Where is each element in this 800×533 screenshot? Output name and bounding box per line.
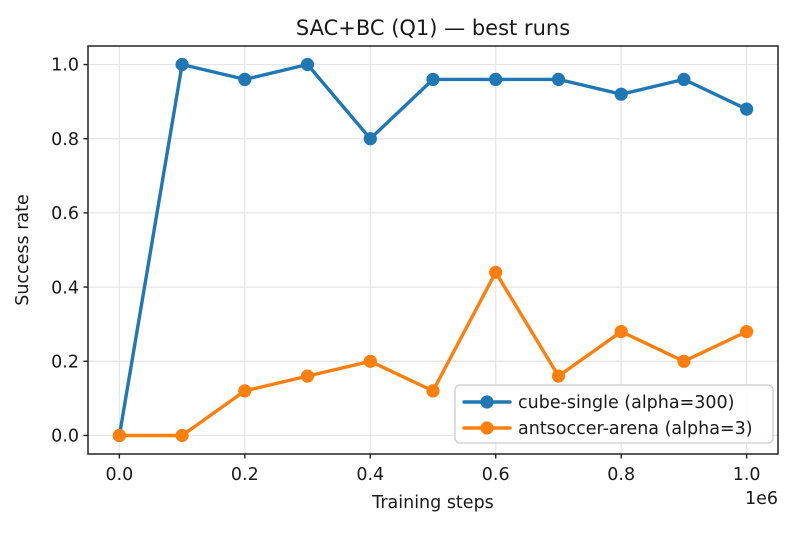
chart-title: SAC+BC (Q1) — best runs	[296, 16, 570, 40]
data-point-antsoccer-arena	[551, 369, 566, 383]
x-tick-label: 0.6	[482, 465, 510, 485]
data-point-antsoccer-arena	[677, 354, 691, 368]
data-point-cube-single	[426, 72, 440, 86]
x-axis-label: Training steps	[371, 493, 494, 513]
data-point-antsoccer-arena	[740, 325, 754, 339]
data-point-cube-single	[363, 132, 377, 146]
data-point-antsoccer-arena	[489, 265, 503, 279]
plot-series	[112, 57, 754, 443]
x-tick-label: 0.2	[231, 465, 259, 485]
y-tick-label: 0.4	[51, 278, 79, 298]
data-point-cube-single	[300, 57, 315, 72]
x-tick-label: 0.4	[356, 465, 384, 485]
x-axis-offset-label: 1e6	[745, 489, 778, 509]
x-tick-label: 0.0	[105, 465, 133, 485]
y-tick-label: 0.0	[51, 427, 79, 447]
data-point-antsoccer-arena	[614, 325, 628, 339]
legend-label: cube-single (alpha=300)	[518, 393, 735, 413]
x-tick-label: 1.0	[733, 465, 761, 485]
data-point-antsoccer-arena	[363, 354, 377, 368]
data-point-cube-single	[489, 72, 503, 86]
axis-ticks: 0.0 0.2 0.4 0.6 0.8 1.0 0.0 0.2 0.4 0.6 0.8 1.0	[51, 56, 760, 485]
x-tick-label: 0.8	[607, 465, 635, 485]
data-point-antsoccer-arena	[112, 428, 126, 443]
data-point-cube-single	[740, 102, 754, 116]
y-tick-label: 0.2	[51, 352, 79, 372]
legend-marker	[480, 395, 494, 409]
data-point-antsoccer-arena	[426, 384, 440, 398]
y-tick-label: 0.8	[51, 130, 79, 150]
legend-marker	[480, 421, 494, 435]
plot-frame	[87, 45, 779, 455]
y-tick-label: 1.0	[51, 56, 79, 76]
data-point-cube-single	[677, 72, 691, 86]
legend-entry-antsoccer-arena: antsoccer-arena (alpha=3)	[462, 419, 753, 439]
data-point-cube-single	[614, 87, 628, 101]
data-point-cube-single	[175, 57, 189, 72]
data-point-cube-single	[551, 72, 566, 86]
y-tick-label: 0.6	[51, 204, 79, 224]
data-point-antsoccer-arena	[175, 428, 189, 443]
legend-label: antsoccer-arena (alpha=3)	[518, 419, 753, 439]
data-point-cube-single	[238, 72, 252, 86]
legend-box	[454, 384, 774, 444]
data-point-antsoccer-arena	[300, 369, 315, 383]
legend-entry-cube-single: cube-single (alpha=300)	[462, 393, 735, 413]
data-point-antsoccer-arena	[238, 384, 252, 398]
legend: cube-single (alpha=300) antsoccer-arena (…	[454, 384, 774, 444]
y-axis-label: Success rate	[13, 194, 33, 306]
